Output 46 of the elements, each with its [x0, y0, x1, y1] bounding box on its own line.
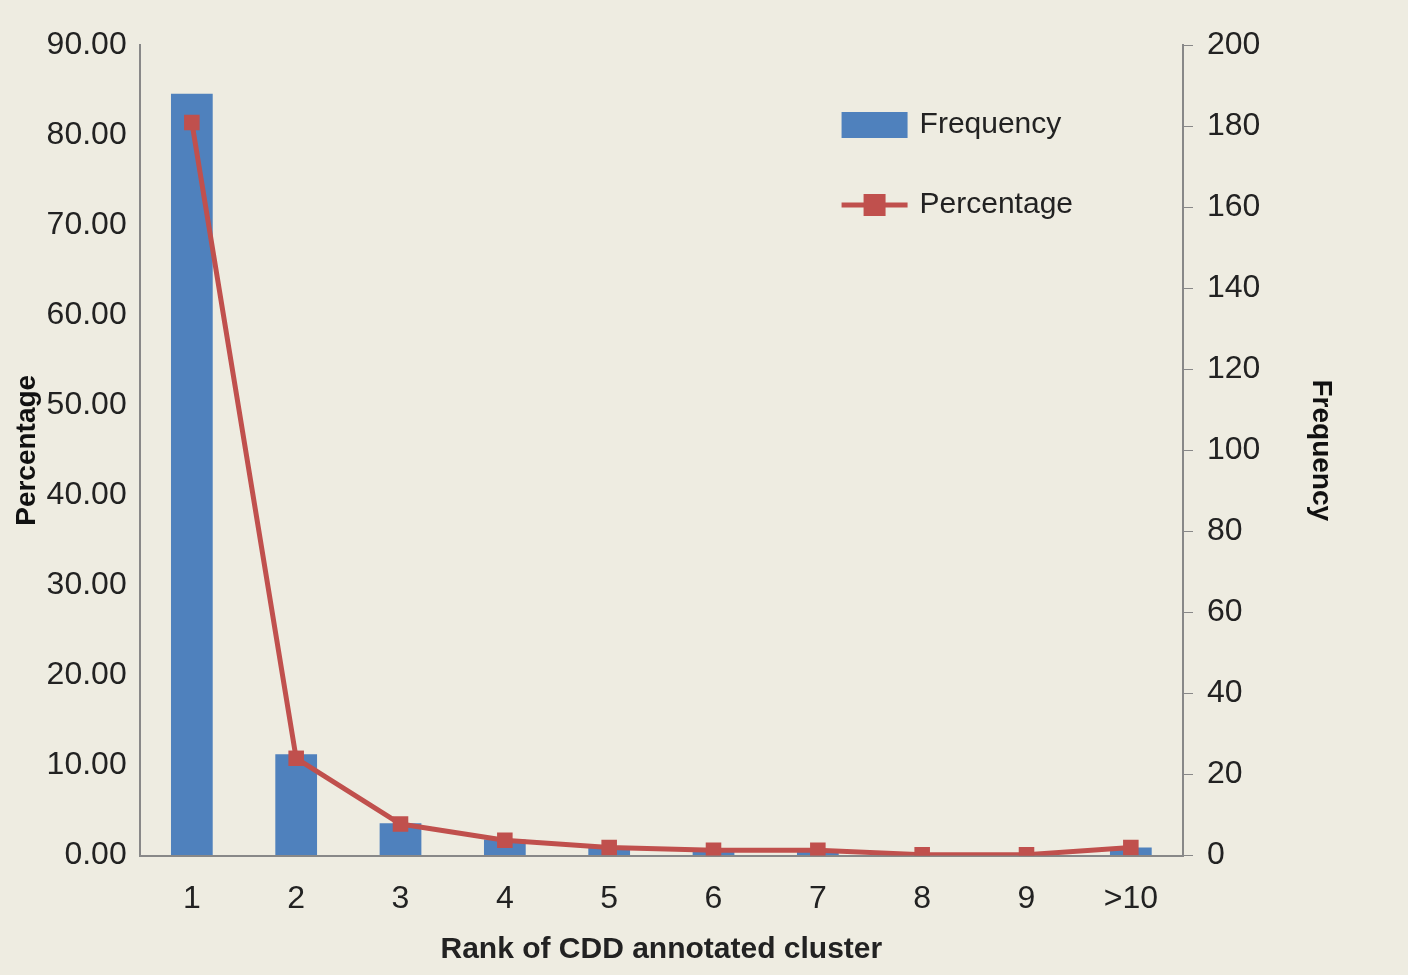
point — [601, 839, 617, 856]
bar — [275, 754, 318, 856]
point — [705, 842, 722, 856]
x-tick-label: 8 — [913, 878, 932, 915]
x-tick-label: 5 — [600, 878, 619, 915]
legend-label: Percentage — [919, 186, 1074, 220]
legend-label: Frequency — [919, 106, 1062, 140]
x-axis-title: Rank of CDD annotated cluster — [440, 931, 883, 965]
x-tick-label: 1 — [182, 878, 201, 915]
y2-tick-label: 180 — [1207, 105, 1261, 142]
x-tick-label: 6 — [704, 878, 723, 915]
x-tick-label: 3 — [391, 878, 410, 915]
point — [497, 832, 513, 849]
y-tick-label: 80.00 — [46, 114, 127, 151]
y-tick-label: 70.00 — [46, 204, 127, 241]
x-tick-label: 9 — [1017, 878, 1036, 915]
y2-tick-label: 20 — [1207, 754, 1243, 791]
point — [392, 816, 409, 832]
y-tick-label: 90.00 — [46, 24, 127, 61]
y2-tick-label: 40 — [1207, 673, 1243, 710]
y-tick-label: 60.00 — [46, 295, 127, 332]
y2-tick-label: 120 — [1207, 349, 1261, 386]
y2-tick-label: 60 — [1207, 592, 1243, 629]
y2-tick-label: 140 — [1207, 268, 1261, 305]
y-tick-label: 0.00 — [64, 835, 127, 872]
point — [1123, 839, 1139, 856]
y-tick-label: 40.00 — [46, 475, 127, 512]
y-tick-label: 20.00 — [46, 655, 127, 692]
bar — [170, 93, 213, 856]
y2-tick-label: 0 — [1207, 835, 1225, 872]
point — [184, 114, 200, 131]
x-tick-label: 2 — [287, 878, 306, 915]
y2-tick-label: 200 — [1207, 24, 1261, 61]
y2-tick-label: 80 — [1207, 511, 1243, 548]
y2-tick-label: 160 — [1207, 186, 1261, 223]
x-tick-label: >10 — [1103, 878, 1158, 915]
y-axis-title: Percentage — [9, 374, 41, 526]
point — [288, 750, 304, 767]
point — [810, 842, 826, 856]
x-tick-label: 7 — [808, 878, 827, 915]
y-tick-label: 10.00 — [46, 745, 127, 782]
y2-tick-label: 100 — [1207, 430, 1261, 467]
x-tick-label: 4 — [495, 878, 514, 915]
y-tick-label: 50.00 — [46, 385, 127, 422]
y-tick-label: 30.00 — [46, 565, 127, 602]
y2-axis-title: Frequency — [1307, 379, 1339, 522]
